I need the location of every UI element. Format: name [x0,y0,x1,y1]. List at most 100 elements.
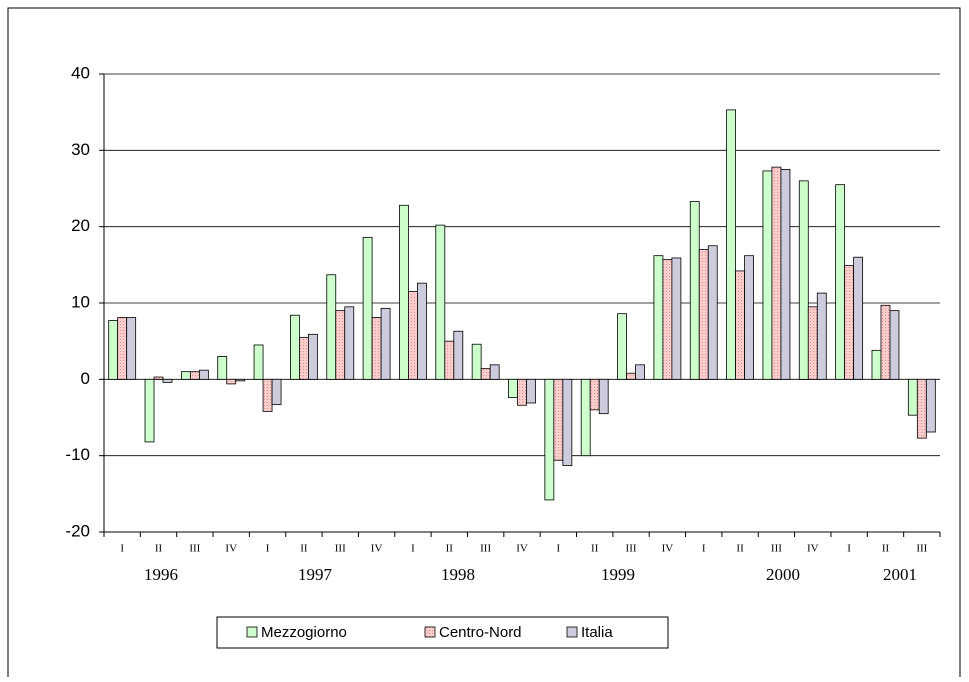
bar [435,224,446,380]
year-label: 2001 [883,565,917,584]
bar [580,378,591,457]
y-tick-label: -20 [65,521,90,540]
bar [744,255,754,380]
x-tick-label: IV [662,543,674,555]
x-tick-label: II [300,543,308,555]
bar [299,336,309,380]
bar [326,274,337,380]
bar [735,270,745,380]
bar [626,372,636,380]
frame [7,7,961,682]
bar [198,369,209,380]
bar [889,310,900,380]
bar [780,169,791,380]
bar [335,310,346,380]
bar [562,378,573,466]
bar [489,364,500,380]
x-tick-label: II [155,543,163,555]
x-tick-label: IV [225,543,237,555]
bar [762,170,773,380]
bar [662,259,673,380]
legend-swatch [566,626,578,638]
bar [707,245,718,380]
x-tick-label: I [266,543,270,555]
legend-label: Italia [581,624,613,641]
bar [871,349,882,380]
bar [816,292,827,380]
bar [126,317,137,380]
bar [153,376,164,380]
bar [271,378,282,405]
bar [671,257,682,380]
bar [517,378,527,406]
y-tick-label: -10 [65,445,90,464]
bar [417,282,427,380]
legend-label: Centro-Nord [439,624,522,641]
year-label: 1999 [601,565,635,584]
bar [771,166,782,380]
bar [653,255,664,380]
bar [726,109,736,380]
bar [226,378,237,385]
x-tick-label: III [480,543,491,555]
year-label: 2000 [766,565,800,584]
y-tick-label: 0 [81,369,90,388]
bar [362,236,373,380]
x-tick-label: I [847,543,851,555]
x-tick-label: I [557,543,561,555]
bar [553,378,564,461]
bar [344,306,355,380]
bar [399,204,409,380]
bar [544,378,555,501]
bar [290,314,300,380]
bar [117,317,128,380]
bar [108,320,119,380]
y-tick-label: 20 [71,216,90,235]
x-tick-label: I [702,543,706,555]
bar [189,371,200,380]
bar [916,378,927,439]
x-tick-label: IV [371,543,383,555]
x-tick-label: II [882,543,890,555]
bar [835,184,846,380]
bar [526,378,536,404]
x-tick-label: III [189,543,200,555]
bar [907,378,918,416]
bar [698,249,709,380]
bar [844,265,855,380]
x-tick-label: IV [516,543,528,555]
bar [180,371,191,380]
bar [598,378,609,415]
bar [807,306,818,380]
x-tick-label: III [771,543,782,555]
year-label: 1996 [144,565,178,584]
bar [853,256,864,380]
x-tick-label: II [736,543,744,555]
y-tick-label: 40 [71,63,90,82]
bar [453,330,464,380]
bar [162,378,173,383]
bar [380,307,391,380]
bar [235,378,246,382]
x-tick-label: I [120,543,124,555]
bar [689,201,700,380]
x-tick-label: I [411,543,415,555]
x-tick-label: III [335,543,346,555]
bar [798,180,809,380]
bar [471,343,482,380]
bar [589,378,600,411]
bar [144,378,155,443]
bar [508,378,518,399]
x-tick-label: II [446,543,454,555]
legend-swatch [424,626,436,638]
bar [408,291,418,380]
bar [371,317,382,380]
bar [617,313,627,380]
year-label: 1998 [441,565,475,584]
bar [925,378,936,433]
bar [262,378,273,412]
x-tick-label: IV [807,543,819,555]
bar [480,368,491,380]
bar [635,364,645,380]
